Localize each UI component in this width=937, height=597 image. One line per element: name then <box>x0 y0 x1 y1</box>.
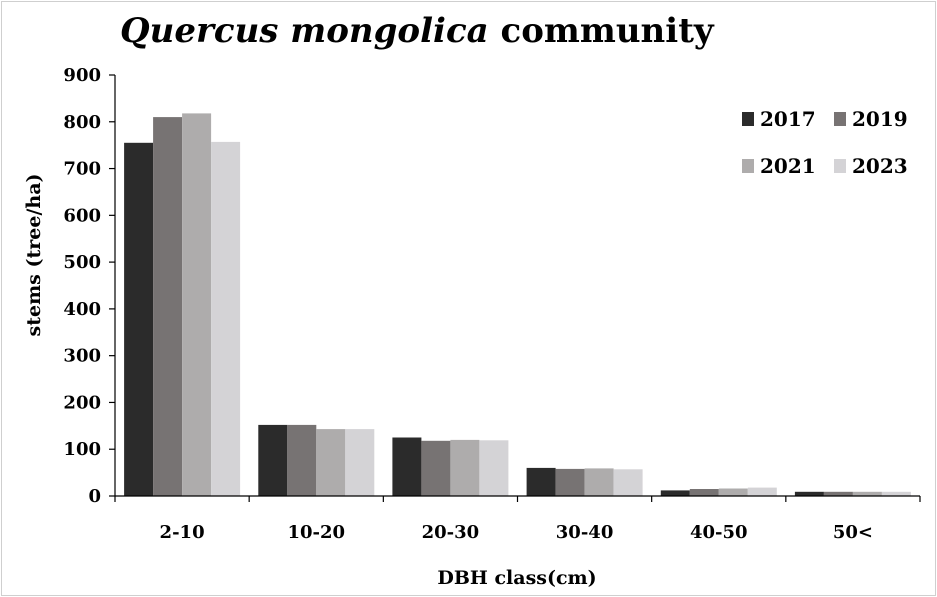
bar-2023-30-40 <box>613 469 643 496</box>
legend-label-2017: 2017 <box>760 107 816 131</box>
y-axis-label: stems (tree/ha) <box>23 174 45 337</box>
y-tick-label: 400 <box>63 299 101 320</box>
legend-swatch-2021 <box>742 159 754 173</box>
legend-label-2021: 2021 <box>760 154 816 178</box>
legend-swatch-2023 <box>834 159 846 173</box>
bar-2017-2-10 <box>124 142 154 497</box>
bar-2019-50< <box>823 491 853 496</box>
bar-2023-10-20 <box>345 429 375 496</box>
y-tick-label: 0 <box>88 486 101 507</box>
chart-title-italic: Quercus mongolica <box>120 11 489 51</box>
bar-2017-30-40 <box>526 467 556 496</box>
chart-title: Quercus mongolica community <box>120 11 715 51</box>
x-axis-label: DBH class(cm) <box>437 567 596 589</box>
y-tick-label: 100 <box>63 439 101 460</box>
legend-swatch-2017 <box>742 112 754 126</box>
bar-2021-40-50 <box>718 488 748 496</box>
bar-group <box>124 113 911 497</box>
bar-2021-10-20 <box>316 429 346 496</box>
bar-2023-40-50 <box>747 487 777 496</box>
bar-2023-50< <box>881 491 911 496</box>
y-ticks: 0 100 200 300 400 500 600 700 800 900 <box>63 65 115 507</box>
y-tick-label: 500 <box>63 252 101 273</box>
y-tick-label: 200 <box>63 392 101 413</box>
bar-2021-20-30 <box>450 439 480 496</box>
y-tick-label: 900 <box>63 65 101 86</box>
bar-2017-10-20 <box>258 424 288 496</box>
x-tick-label: 30-40 <box>556 522 614 543</box>
x-tick-label: 50< <box>833 522 873 543</box>
legend-label-2023: 2023 <box>852 154 908 178</box>
y-tick-label: 600 <box>63 205 101 226</box>
bar-2023-2-10 <box>211 141 241 496</box>
bar-2017-50< <box>794 491 824 496</box>
bar-2017-20-30 <box>392 437 422 496</box>
legend-swatch-2019 <box>834 112 846 126</box>
bar-2017-40-50 <box>660 490 690 496</box>
legend: 2017 2019 2021 2023 <box>742 107 908 178</box>
bar-2021-30-40 <box>584 468 614 496</box>
bar-2019-20-30 <box>421 440 451 496</box>
chart-title-rest: community <box>489 11 715 51</box>
bar-2021-2-10 <box>182 113 212 497</box>
x-tick-label: 10-20 <box>287 522 345 543</box>
x-ticks: 2-10 10-20 20-30 30-40 40-50 50< <box>114 496 921 543</box>
y-tick-label: 300 <box>63 346 101 367</box>
y-tick-label: 800 <box>63 112 101 133</box>
y-tick-label: 700 <box>63 159 101 180</box>
x-tick-label: 20-30 <box>422 522 480 543</box>
bar-2019-10-20 <box>287 424 317 496</box>
legend-label-2019: 2019 <box>852 107 908 131</box>
bar-2021-50< <box>852 491 882 496</box>
x-tick-label: 2-10 <box>160 522 205 543</box>
bar-2019-30-40 <box>555 468 585 496</box>
bar-2019-40-50 <box>689 489 719 496</box>
bar-2023-20-30 <box>479 440 509 496</box>
x-tick-label: 40-50 <box>690 522 748 543</box>
bar-2019-2-10 <box>153 117 183 496</box>
